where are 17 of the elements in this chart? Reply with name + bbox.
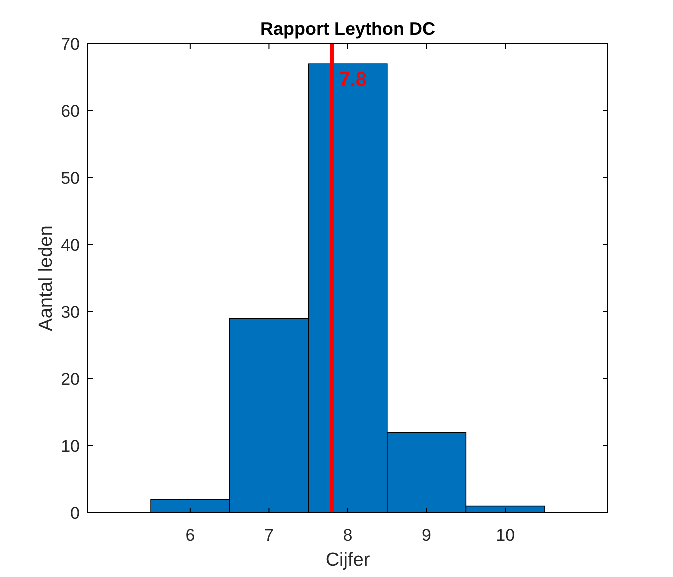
x-axis-title: Cijfer <box>326 550 371 571</box>
x-tick-label: 7 <box>264 526 274 545</box>
y-tick-label: 10 <box>61 437 80 456</box>
x-tick-label: 10 <box>496 526 516 545</box>
ref-line-label: 7.8 <box>339 69 368 91</box>
y-tick-label: 0 <box>70 504 80 523</box>
x-tick-label: 8 <box>343 526 353 545</box>
y-tick-label: 30 <box>61 303 80 322</box>
x-tick-label: 9 <box>422 526 432 545</box>
y-tick-label: 20 <box>61 370 80 389</box>
y-tick-label: 60 <box>61 102 80 121</box>
y-tick-label: 40 <box>61 236 80 255</box>
y-tick-label: 70 <box>61 35 80 54</box>
x-tick-label: 6 <box>186 526 196 545</box>
y-axis-title: Aantal leden <box>36 226 57 332</box>
y-tick-label: 50 <box>61 169 80 188</box>
chart-title: Rapport Leython DC <box>260 19 436 39</box>
